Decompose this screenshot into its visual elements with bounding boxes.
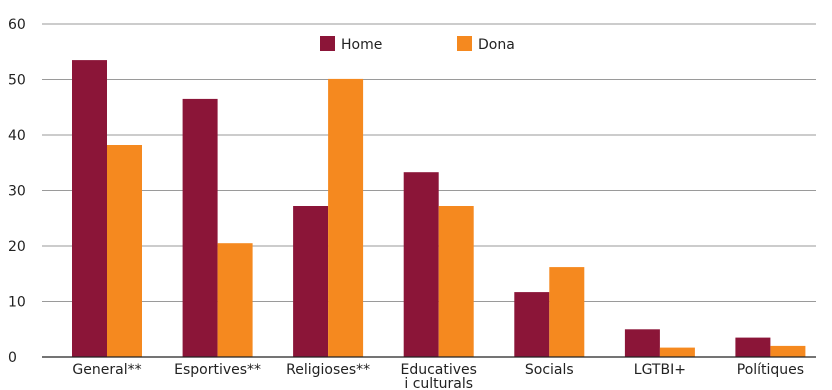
y-tick-label: 50	[8, 73, 26, 89]
bar-dona-3	[438, 206, 474, 357]
bar-home-3	[403, 172, 439, 357]
y-tick-label: 20	[8, 239, 26, 255]
legend-swatch-home	[320, 36, 335, 51]
legend-swatch-dona	[457, 36, 472, 51]
x-category-label: LGTBI+	[634, 362, 686, 378]
x-category-label: Esportives**	[174, 362, 261, 378]
bar-dona-5	[659, 347, 695, 357]
y-tick-label: 0	[8, 350, 17, 366]
bar-home-6	[735, 337, 771, 357]
bar-home-2	[293, 206, 329, 357]
y-tick-label: 60	[8, 17, 26, 33]
y-axis-ticks: 0 10 20 30 40 50 60	[8, 17, 26, 366]
y-tick-label: 40	[8, 128, 26, 144]
y-tick-label: 10	[8, 295, 26, 311]
bar-dona-4	[549, 267, 585, 357]
x-category-label: Polítiques	[737, 362, 804, 378]
x-category-label: General**	[72, 362, 141, 378]
y-tick-label: 30	[8, 184, 26, 200]
legend: Home Dona	[320, 36, 515, 53]
legend-label-dona: Dona	[478, 37, 515, 53]
bar-home-5	[624, 329, 660, 358]
bar-dona-1	[217, 243, 253, 357]
bar-dona-6	[770, 345, 806, 357]
x-category-label: Educatives i culturals	[400, 362, 476, 390]
x-category-label: Socials	[525, 362, 574, 378]
bar-home-0	[72, 60, 107, 357]
bar-home-1	[182, 98, 218, 358]
bar-dona-2	[328, 78, 364, 358]
bars	[72, 60, 806, 358]
legend-label-home: Home	[341, 37, 382, 53]
bar-home-4	[514, 292, 550, 357]
x-axis-category-labels: General** Esportives** Religioses** Educati…	[72, 362, 804, 390]
bar-dona-0	[107, 145, 142, 357]
x-category-label: Religioses**	[286, 362, 370, 378]
